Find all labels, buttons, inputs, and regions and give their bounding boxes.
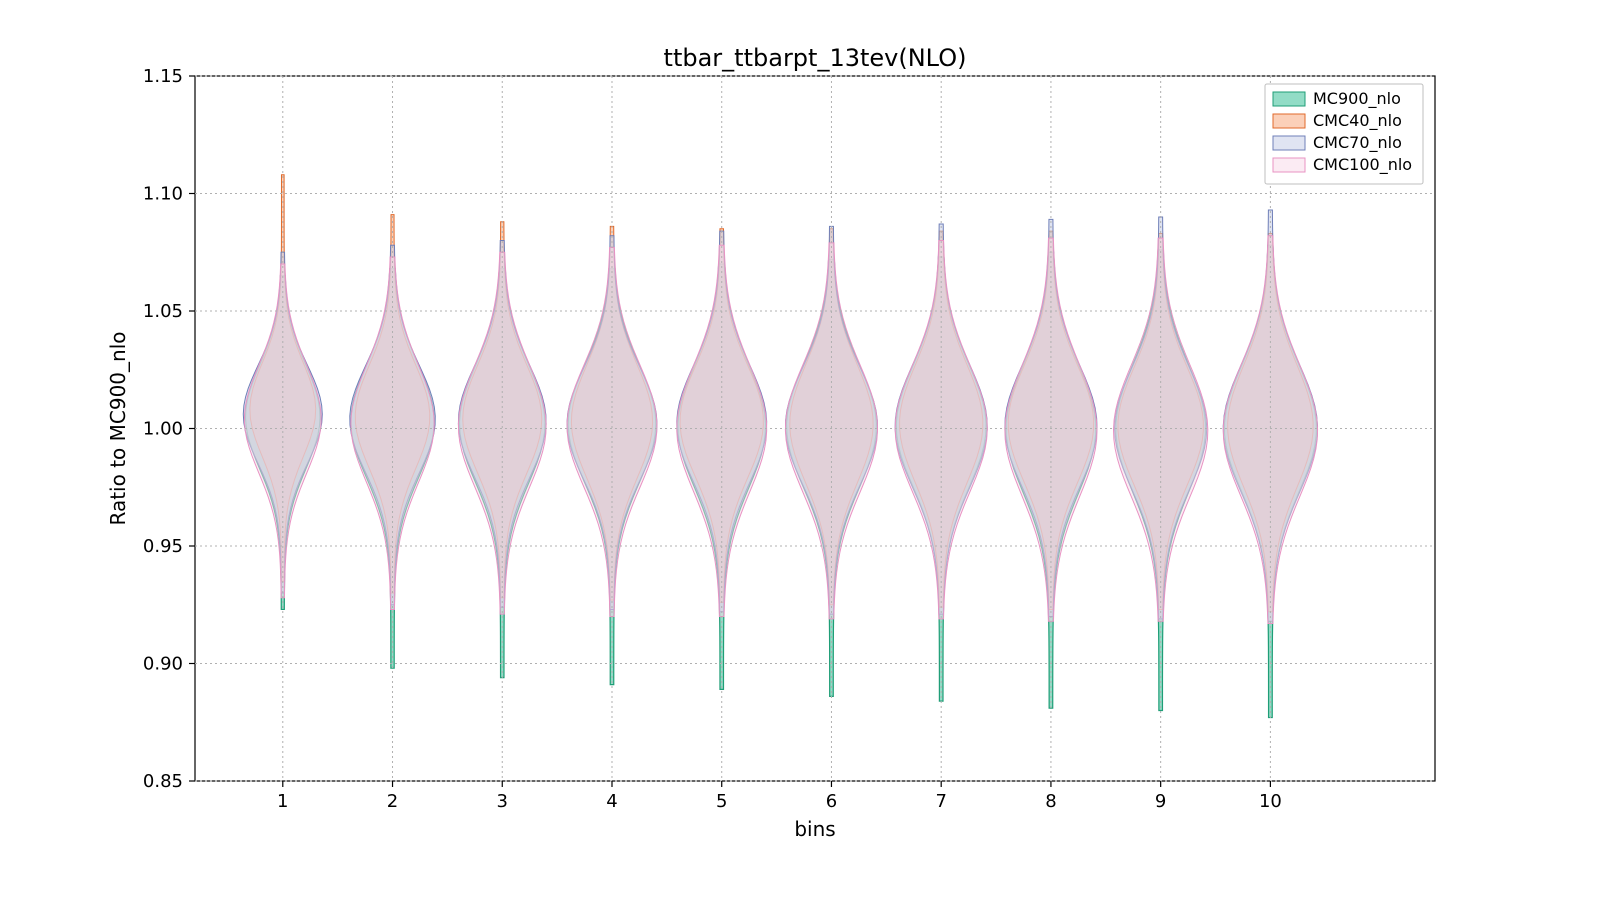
x-tick-label: 10 xyxy=(1259,791,1282,812)
y-tick-label: 0.90 xyxy=(143,654,183,675)
x-tick-label: 3 xyxy=(497,791,508,812)
legend-swatch xyxy=(1273,114,1305,128)
legend-swatch xyxy=(1273,158,1305,172)
legend-swatch xyxy=(1273,92,1305,106)
violin-chart: 123456789100.850.900.951.001.051.101.15 … xyxy=(0,0,1600,900)
legend: MC900_nloCMC40_nloCMC70_nloCMC100_nlo xyxy=(1265,84,1423,184)
y-tick-label: 1.10 xyxy=(143,184,183,205)
chart-title: ttbar_ttbarpt_13tev(NLO) xyxy=(664,44,967,72)
x-tick-label: 7 xyxy=(935,791,946,812)
y-tick-label: 0.95 xyxy=(143,536,183,557)
x-tick-label: 9 xyxy=(1155,791,1166,812)
legend-label: MC900_nlo xyxy=(1313,89,1401,109)
y-tick-label: 1.05 xyxy=(143,301,183,322)
legend-swatch xyxy=(1273,136,1305,150)
legend-label: CMC70_nlo xyxy=(1313,133,1402,153)
y-tick-label: 1.15 xyxy=(143,66,183,87)
x-tick-label: 2 xyxy=(387,791,398,812)
x-axis-label: bins xyxy=(794,817,835,841)
y-tick-label: 0.85 xyxy=(143,771,183,792)
x-tick-label: 1 xyxy=(277,791,288,812)
x-tick-label: 4 xyxy=(606,791,617,812)
x-tick-label: 5 xyxy=(716,791,727,812)
y-axis-label: Ratio to MC900_nlo xyxy=(106,331,130,525)
x-tick-label: 8 xyxy=(1045,791,1056,812)
legend-label: CMC100_nlo xyxy=(1313,155,1412,175)
x-tick-label: 6 xyxy=(826,791,837,812)
y-tick-label: 1.00 xyxy=(143,419,183,440)
legend-label: CMC40_nlo xyxy=(1313,111,1402,131)
